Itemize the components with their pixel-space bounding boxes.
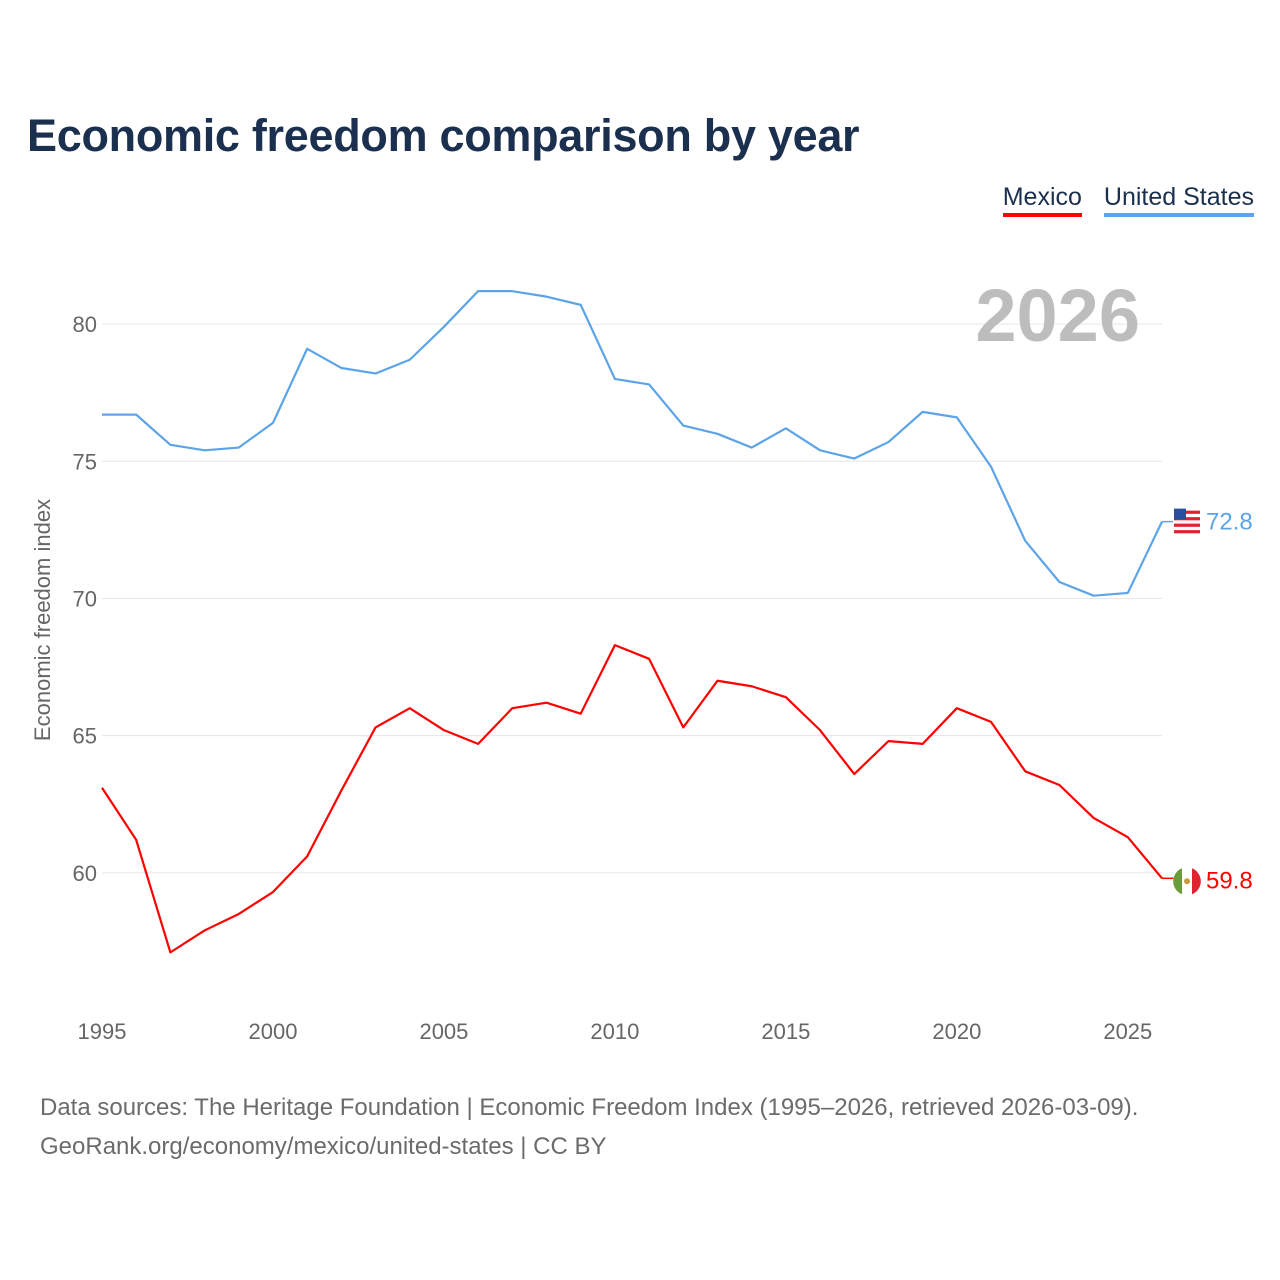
end-value-label-mexico: 59.8 — [1206, 867, 1253, 894]
source-line-2: GeoRank.org/economy/mexico/united-states… — [40, 1133, 607, 1160]
us-flag-stripe — [1174, 517, 1200, 521]
y-tick-label: 60 — [73, 861, 97, 886]
us-flag-stripe — [1174, 530, 1200, 534]
series-line-mexico — [101, 643, 1163, 954]
y-tick-label: 80 — [73, 312, 97, 337]
chart-title: Economic freedom comparison by year — [27, 110, 860, 161]
source-note: Data sources: The Heritage Foundation | … — [40, 1088, 1138, 1166]
source-line-1: Data sources: The Heritage Foundation | … — [40, 1094, 1139, 1121]
us-flag-stripe — [1174, 523, 1200, 527]
mexico-flag-red — [1192, 868, 1201, 895]
year-watermark: 2026 — [975, 274, 1140, 357]
x-tick-label: 2010 — [590, 1019, 639, 1044]
y-tick-label: 75 — [73, 449, 97, 474]
x-tick-label: 2020 — [932, 1019, 981, 1044]
x-tick-label: 1995 — [78, 1019, 127, 1044]
us-flag-stripe — [1174, 510, 1200, 514]
legend: Mexico United States — [1002, 183, 1254, 217]
us-flag-canton — [1174, 508, 1186, 520]
y-tick-label: 70 — [73, 586, 97, 611]
y-axis-label: Economic freedom index — [30, 499, 55, 741]
x-tick-label: 2005 — [419, 1019, 468, 1044]
mexico-flag-green — [1173, 868, 1182, 895]
x-tick-label: 2025 — [1103, 1019, 1152, 1044]
x-tick-label: 2000 — [248, 1019, 297, 1044]
end-value-label-united-states: 72.8 — [1206, 509, 1253, 536]
series-line-united-states — [102, 290, 1163, 597]
y-tick-label: 65 — [73, 724, 97, 749]
x-tick-label: 2015 — [761, 1019, 810, 1044]
mexico-flag-emblem — [1184, 878, 1190, 885]
legend-item-united-states[interactable]: United States — [1103, 183, 1254, 217]
legend-item-mexico[interactable]: Mexico — [1002, 183, 1082, 217]
